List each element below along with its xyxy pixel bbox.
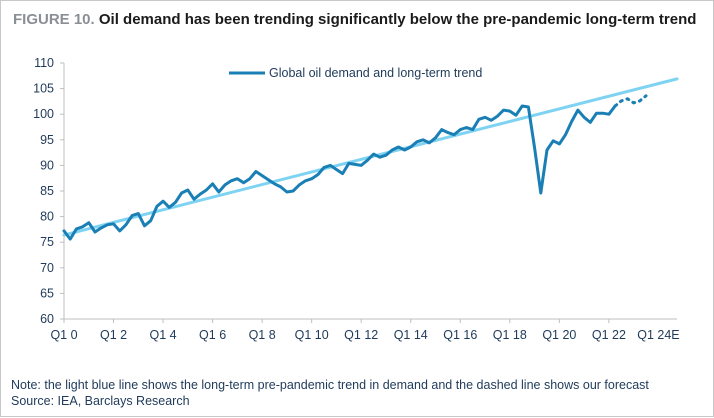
x-tick-label: Q1 18 [493, 328, 527, 342]
note-text: Note: the light blue line shows the long… [11, 378, 649, 392]
y-tick-label: 70 [40, 261, 54, 275]
legend-label: Global oil demand and long-term trend [269, 66, 482, 80]
chart-title: FIGURE 10. Oil demand has been trending … [13, 11, 696, 28]
x-tick-label: Q1 4 [150, 328, 177, 342]
y-tick-label: 105 [33, 82, 54, 96]
x-tick-label: Q1 12 [344, 328, 378, 342]
forecast-line [613, 94, 648, 108]
x-tick-label: Q1 6 [199, 328, 226, 342]
y-tick-label: 110 [34, 56, 54, 70]
x-tick-label: Q1 14 [394, 328, 428, 342]
y-tick-label: 95 [40, 133, 54, 147]
x-tick-label: Q1 16 [443, 328, 477, 342]
source-text: Source: IEA, Barclays Research [11, 394, 190, 408]
x-tick-label: Q1 2 [100, 328, 127, 342]
y-tick-label: 100 [33, 107, 54, 121]
chart-heading: Oil demand has been trending significant… [98, 11, 697, 28]
y-tick-label: 90 [40, 158, 54, 172]
y-tick-label: 85 [40, 184, 54, 198]
y-tick-label: 60 [40, 312, 54, 326]
y-tick-label: 80 [40, 210, 54, 224]
x-tick-label: Q1 8 [249, 328, 276, 342]
y-tick-label: 65 [40, 286, 54, 300]
x-tick-label: Q1 0 [50, 328, 77, 342]
x-tick-label: Q1 24E [637, 328, 679, 342]
demand-line [62, 104, 617, 241]
x-tick-label: Q1 22 [592, 328, 626, 342]
figure-label: FIGURE 10. [13, 11, 95, 28]
chart-notes: Note: the light blue line shows the long… [11, 377, 649, 409]
y-tick-label: 75 [40, 235, 54, 249]
x-tick-label: Q1 20 [542, 328, 576, 342]
x-tick-label: Q1 10 [295, 328, 329, 342]
